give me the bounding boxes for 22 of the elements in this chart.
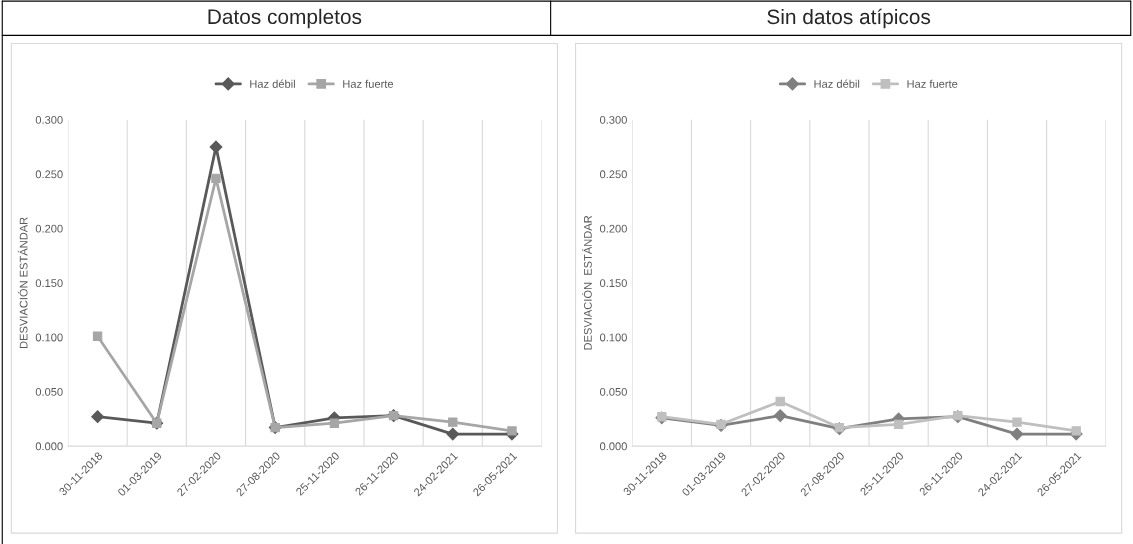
y-tick-label: 0.300 xyxy=(35,115,63,124)
y-tick-label: 0.300 xyxy=(599,115,627,124)
y-tick-label: 0.100 xyxy=(599,333,627,342)
y-tick-label: 0.050 xyxy=(35,387,63,396)
y-axis-title: DESVIACIÓN ESTÁNDAR xyxy=(17,217,28,349)
y-tick-label: 0.250 xyxy=(599,170,627,179)
y-tick-label: 0.000 xyxy=(599,442,627,451)
y-tick-label: 0.150 xyxy=(35,279,63,288)
chart-title: Datos completos xyxy=(208,8,362,29)
y-tick-label: 0.200 xyxy=(35,224,63,233)
y-tick-label: 0.000 xyxy=(35,442,63,451)
y-tick-label: 0.250 xyxy=(35,170,63,179)
y-tick-label: 0.100 xyxy=(35,333,63,342)
legend-label: Haz débil xyxy=(814,79,860,88)
legend-label: Haz fuerte xyxy=(907,79,958,88)
y-tick-label: 0.050 xyxy=(599,387,627,396)
y-axis-title: DESVIACIÓN ESTÁNDAR xyxy=(582,215,592,350)
legend-label: Haz fuerte xyxy=(343,79,394,88)
chart-title: Sin datos atípicos xyxy=(767,8,931,29)
y-tick-label: 0.150 xyxy=(599,279,627,288)
legend-label: Haz débil xyxy=(250,79,295,88)
y-tick-label: 0.200 xyxy=(599,224,627,233)
